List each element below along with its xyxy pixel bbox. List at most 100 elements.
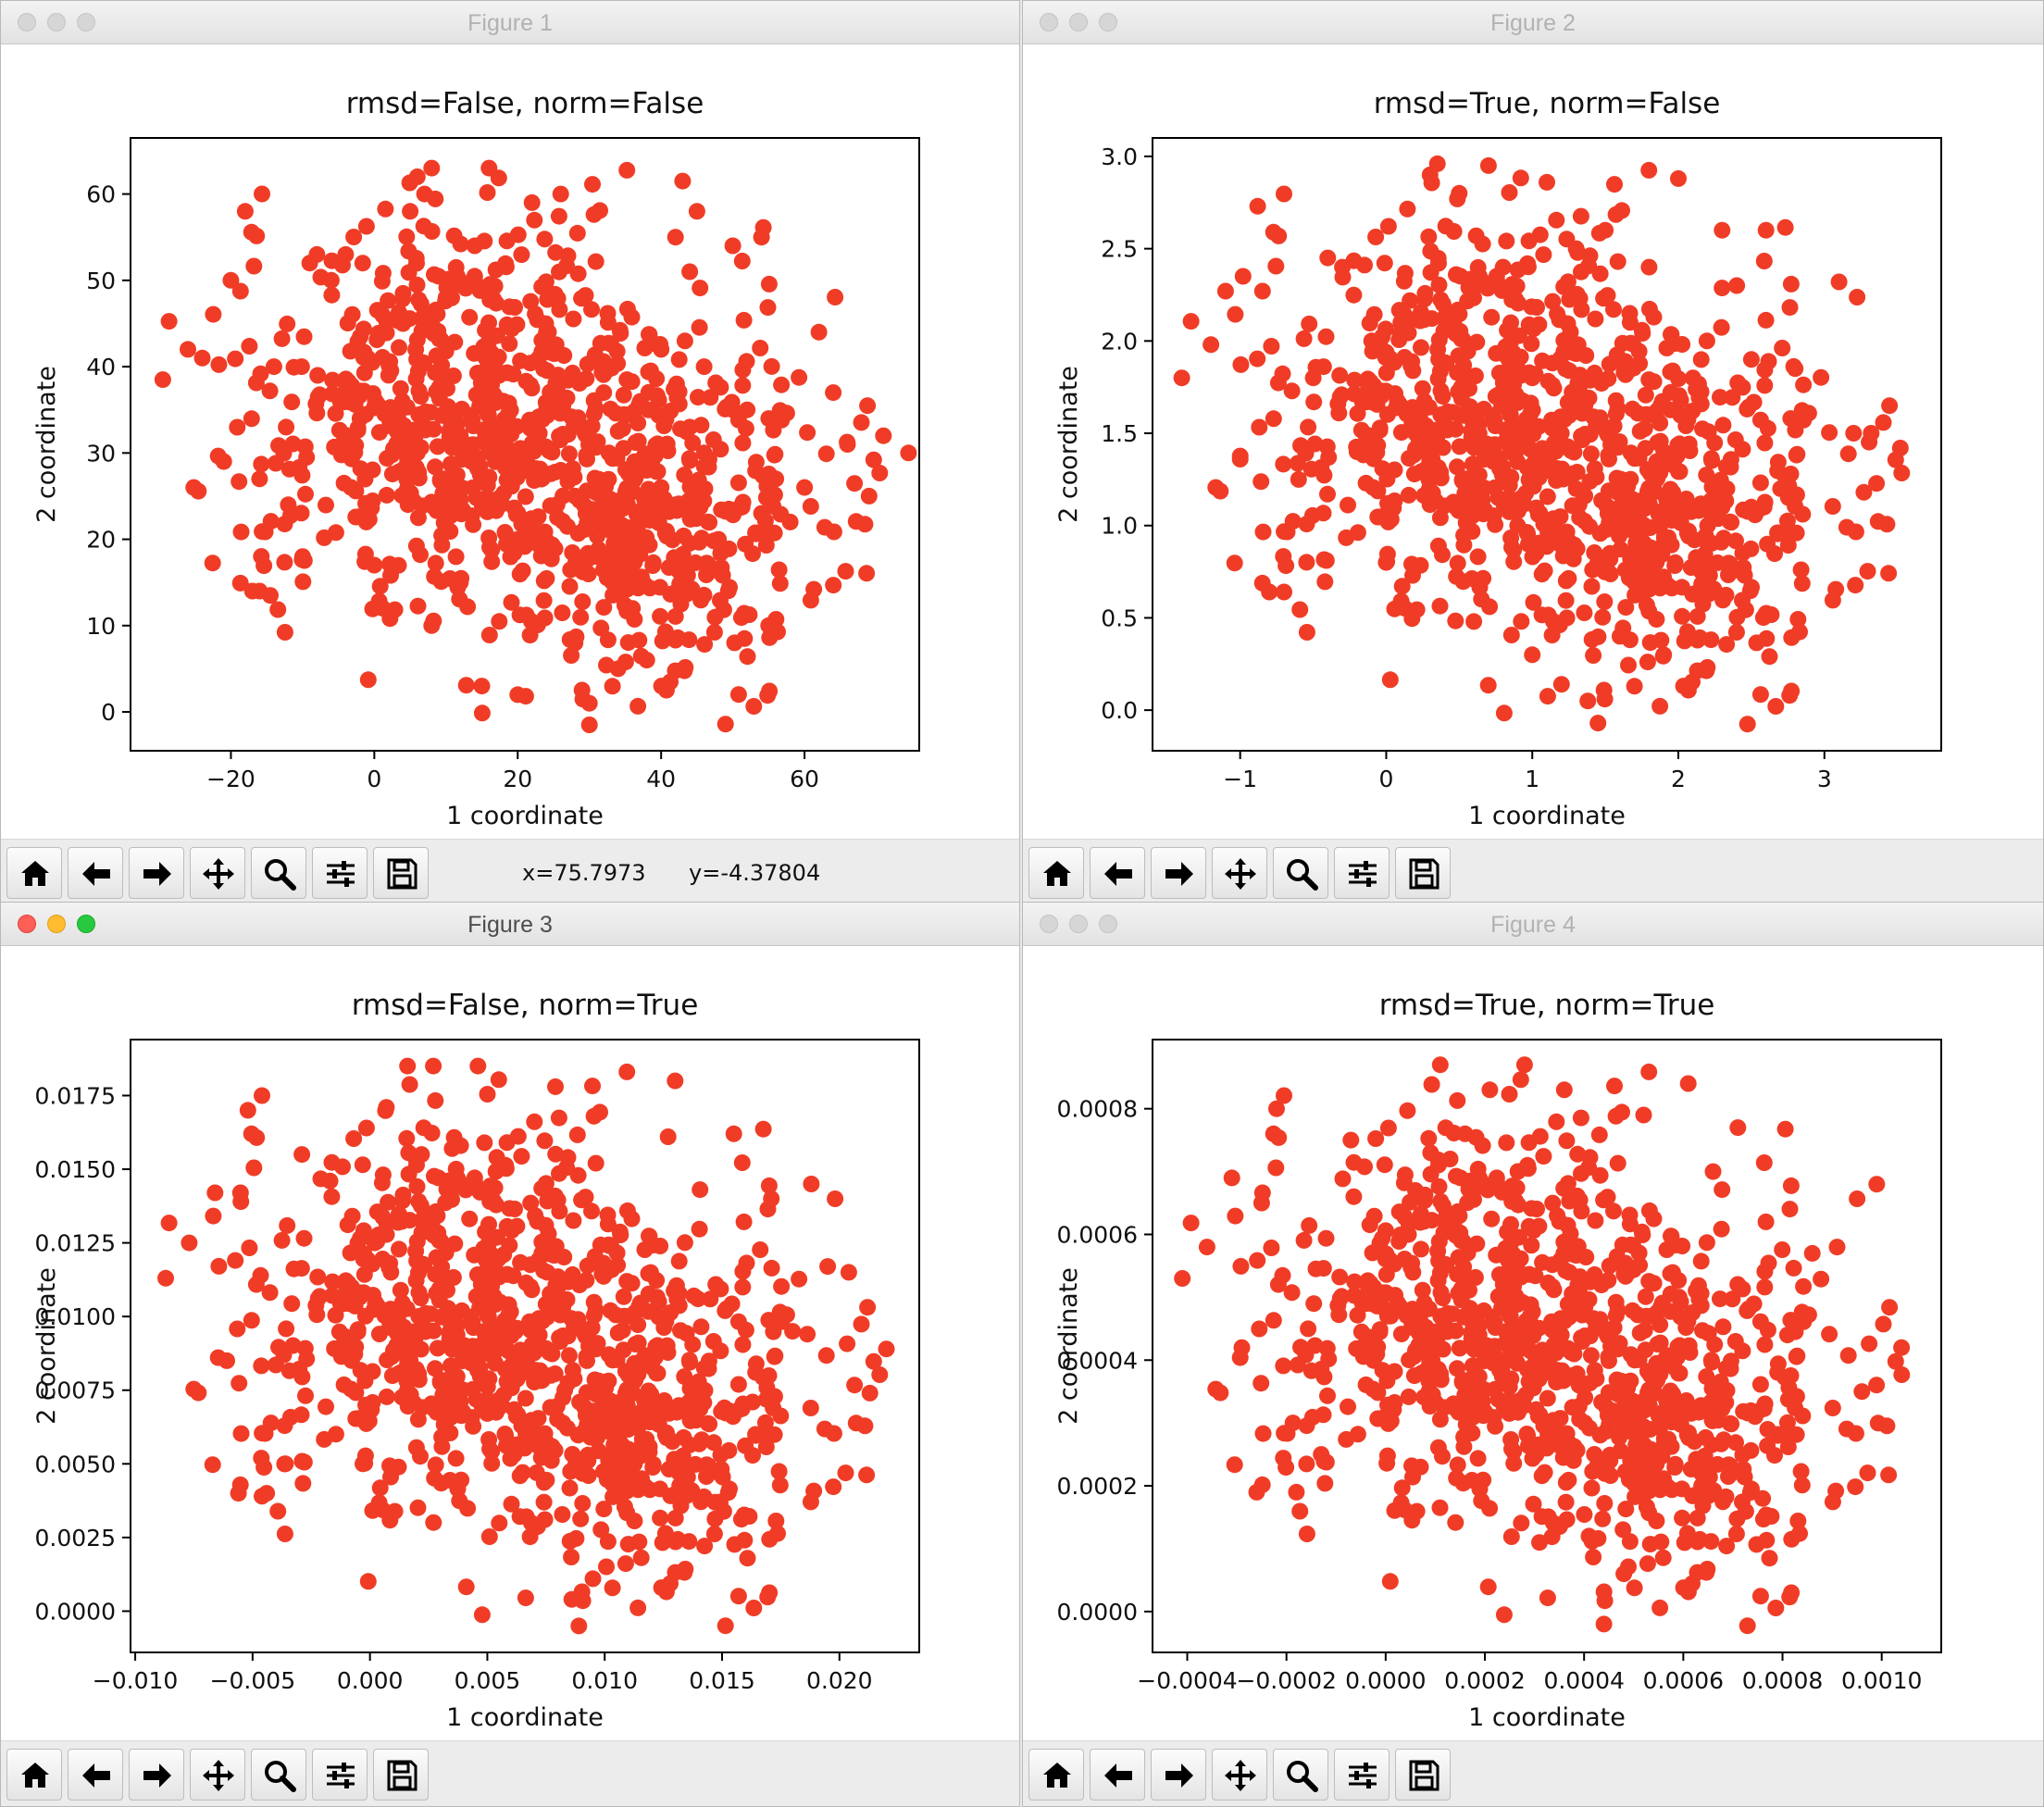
home-button[interactable] bbox=[1028, 1749, 1084, 1801]
configure-subplots-button[interactable] bbox=[1334, 1749, 1390, 1801]
scatter-point bbox=[1412, 556, 1429, 574]
scatter-point bbox=[1436, 1212, 1453, 1229]
save-button[interactable] bbox=[373, 847, 429, 899]
scatter-point bbox=[1291, 1502, 1309, 1520]
scatter-point bbox=[473, 678, 491, 695]
scatter-point bbox=[1548, 1113, 1565, 1130]
scatter-point bbox=[640, 363, 657, 380]
save-button[interactable] bbox=[373, 1749, 429, 1801]
save-button[interactable] bbox=[1395, 847, 1451, 899]
minimize-window-button[interactable] bbox=[1069, 915, 1088, 933]
scatter-point bbox=[517, 1274, 535, 1291]
scatter-point bbox=[760, 617, 778, 634]
zoom-button[interactable] bbox=[1273, 1749, 1328, 1801]
scatter-point bbox=[1662, 363, 1679, 380]
zoom-window-button[interactable] bbox=[77, 13, 95, 31]
zoom-window-button[interactable] bbox=[77, 915, 95, 933]
scatter-point bbox=[506, 1352, 524, 1369]
scatter-point bbox=[1558, 439, 1576, 456]
scatter-point bbox=[1760, 353, 1777, 370]
zoom-button[interactable] bbox=[1273, 847, 1328, 899]
figure-canvas[interactable]: rmsd=True, norm=False −1 0 1 2 3 0.0 0.5 1.0 1.5 2… bbox=[1023, 44, 2041, 841]
configure-subplots-button[interactable] bbox=[1334, 847, 1390, 899]
scatter-point bbox=[1473, 591, 1490, 608]
scatter-point bbox=[1412, 1458, 1429, 1476]
scatter-point bbox=[276, 516, 293, 533]
figure-3-window: Figure 3 rmsd=False, norm=True −0.010 −0.00… bbox=[0, 902, 1020, 1807]
window-titlebar[interactable]: Figure 3 bbox=[1, 903, 1019, 946]
scatter-point bbox=[1393, 1479, 1411, 1497]
scatter-point bbox=[1543, 1256, 1561, 1274]
scatter-point bbox=[629, 1599, 647, 1616]
scatter-point bbox=[1589, 715, 1607, 732]
scatter-point bbox=[1378, 1447, 1396, 1464]
window-titlebar[interactable]: Figure 4 bbox=[1023, 903, 2043, 946]
minimize-window-button[interactable] bbox=[47, 13, 66, 31]
scatter-point bbox=[1290, 470, 1307, 488]
forward-button[interactable] bbox=[1151, 847, 1206, 899]
scatter-point bbox=[343, 305, 361, 323]
scatter-point bbox=[536, 1511, 554, 1528]
back-button[interactable] bbox=[68, 1749, 123, 1801]
close-window-button[interactable] bbox=[18, 915, 36, 933]
zoom-button[interactable] bbox=[251, 847, 306, 899]
scatter-point bbox=[609, 660, 627, 678]
scatter-point bbox=[1655, 646, 1673, 664]
zoom-window-button[interactable] bbox=[1099, 13, 1117, 31]
y-tick-label: 2.5 bbox=[1101, 236, 1138, 263]
scatter-point bbox=[1474, 1137, 1491, 1154]
scatter-point bbox=[523, 613, 540, 630]
configure-subplots-button[interactable] bbox=[312, 1749, 368, 1801]
pan-button[interactable] bbox=[1212, 1749, 1267, 1801]
scatter-point bbox=[653, 678, 670, 695]
pan-button[interactable] bbox=[190, 1749, 245, 1801]
back-button[interactable] bbox=[1090, 1749, 1145, 1801]
scatter-point bbox=[308, 245, 326, 263]
scatter-point bbox=[1651, 1599, 1669, 1616]
scatter-point bbox=[232, 1425, 250, 1442]
scatter-point bbox=[1813, 368, 1830, 386]
pan-button[interactable] bbox=[1212, 847, 1267, 899]
forward-button[interactable] bbox=[129, 1749, 184, 1801]
pan-button[interactable] bbox=[190, 847, 245, 899]
y-tick-label: 0.0008 bbox=[1057, 1096, 1138, 1123]
close-window-button[interactable] bbox=[18, 13, 36, 31]
figure-canvas[interactable]: rmsd=False, norm=True −0.010 −0.005 0.000 0.… bbox=[1, 946, 1019, 1742]
scatter-point bbox=[1427, 421, 1445, 439]
zoom-window-button[interactable] bbox=[1099, 915, 1117, 933]
minimize-window-button[interactable] bbox=[1069, 13, 1088, 31]
window-titlebar[interactable]: Figure 1 bbox=[1, 1, 1019, 44]
scatter-point bbox=[1783, 682, 1801, 700]
scatter-point bbox=[618, 1482, 636, 1500]
scatter-point bbox=[1486, 1313, 1503, 1330]
scatter-point bbox=[1597, 221, 1614, 239]
close-window-button[interactable] bbox=[1040, 915, 1058, 933]
forward-button[interactable] bbox=[129, 847, 184, 899]
save-button[interactable] bbox=[1395, 1749, 1451, 1801]
figure-canvas[interactable]: rmsd=True, norm=True −0.0004 −0.0002 0.0000… bbox=[1023, 946, 2041, 1742]
window-titlebar[interactable]: Figure 2 bbox=[1023, 1, 2043, 44]
forward-button[interactable] bbox=[1151, 1749, 1206, 1801]
scatter-point bbox=[253, 1450, 270, 1467]
back-button[interactable] bbox=[68, 847, 123, 899]
scatter-point bbox=[641, 1228, 657, 1245]
scatter-point bbox=[1251, 1320, 1268, 1338]
y-tick-label: 0.0175 bbox=[35, 1082, 116, 1109]
home-button[interactable] bbox=[6, 847, 62, 899]
scatter-point bbox=[1569, 375, 1587, 393]
back-button[interactable] bbox=[1090, 847, 1145, 899]
home-button[interactable] bbox=[1028, 847, 1084, 899]
scatter-point bbox=[1501, 184, 1518, 201]
scatter-point bbox=[1743, 1480, 1760, 1498]
scatter-point bbox=[232, 1193, 250, 1210]
home-button[interactable] bbox=[6, 1749, 62, 1801]
minimize-window-button[interactable] bbox=[47, 915, 66, 933]
scatter-point bbox=[1340, 496, 1356, 514]
close-window-button[interactable] bbox=[1040, 13, 1058, 31]
scatter-point bbox=[1639, 1555, 1656, 1573]
configure-subplots-button[interactable] bbox=[312, 847, 368, 899]
scatter-point bbox=[464, 479, 481, 496]
figure-canvas[interactable]: rmsd=False, norm=False −20 0 20 40 60 0 10 20 30 4… bbox=[1, 44, 1019, 841]
scatter-point bbox=[261, 382, 279, 400]
zoom-button[interactable] bbox=[251, 1749, 306, 1801]
